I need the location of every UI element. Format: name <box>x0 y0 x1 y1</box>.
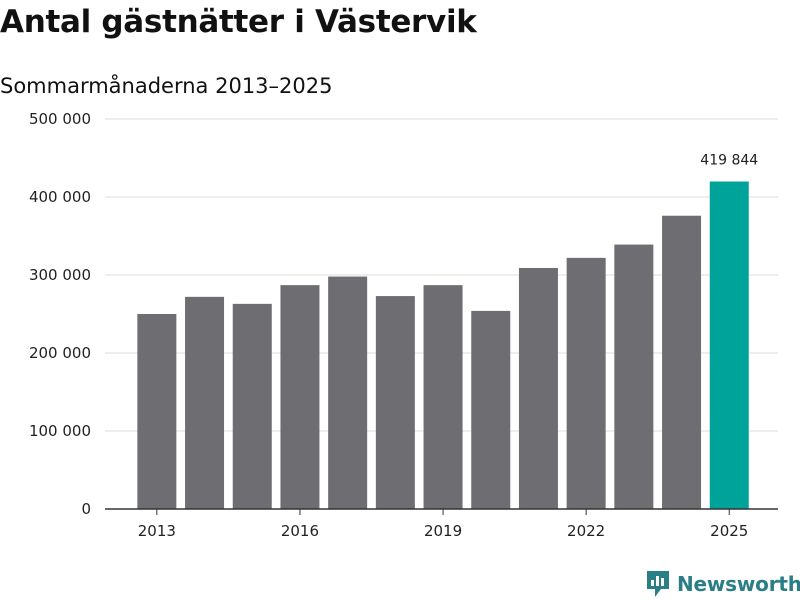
brand-logo: Newsworthy <box>645 569 800 599</box>
axes <box>105 508 778 515</box>
data-label: 419 844 <box>700 153 758 169</box>
y-tick-label: 300 000 <box>29 266 91 284</box>
x-tick-label: 2019 <box>424 522 462 540</box>
x-tick-label: 2013 <box>138 522 176 540</box>
x-tick-label: 2025 <box>710 522 748 540</box>
bar-2018 <box>375 296 415 509</box>
bar-2017 <box>328 276 368 509</box>
bar-2024 <box>662 215 702 509</box>
y-tick-label: 500 000 <box>29 110 91 128</box>
y-tick-label: 200 000 <box>29 344 91 362</box>
bar-2025 <box>709 181 749 510</box>
labels: 0 100 000 200 000 300 000 400 000 500 000 2013… <box>29 110 758 540</box>
bar-2013 <box>137 314 177 509</box>
bar-2020 <box>471 310 511 509</box>
bar-2019 <box>423 285 463 509</box>
bar-2016 <box>280 285 320 509</box>
chart-subtitle: Sommarmånaderna 2013–2025 <box>0 74 333 98</box>
bars <box>137 181 749 510</box>
y-tick-label: 400 000 <box>29 188 91 206</box>
y-tick-label: 100 000 <box>29 422 91 440</box>
bar-2023 <box>614 244 654 509</box>
bar-2022 <box>566 257 606 509</box>
bar-2014 <box>185 296 225 509</box>
y-tick-label: 0 <box>81 500 91 518</box>
x-tick-label: 2016 <box>281 522 319 540</box>
brand-name: Newsworthy <box>677 572 800 596</box>
chart-title: Antal gästnätter i Västervik <box>0 4 477 40</box>
x-tick-label: 2022 <box>567 522 605 540</box>
newsworthy-logo-icon <box>647 571 669 597</box>
bar-2015 <box>232 303 272 509</box>
bar-2021 <box>518 267 558 509</box>
